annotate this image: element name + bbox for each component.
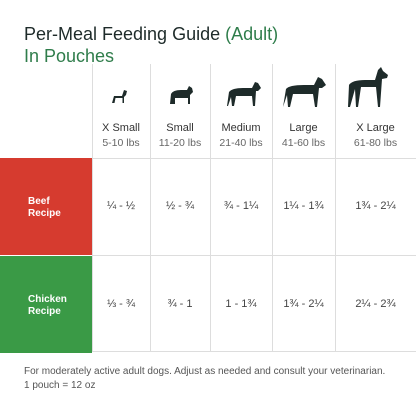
dog-icon — [348, 67, 388, 107]
title-main: Per-Meal Feeding Guide — [24, 24, 221, 44]
cell-value: 1¾ - 2¼ — [283, 298, 324, 310]
cell-value: ¾ - 1¼ — [223, 200, 259, 212]
column-name: Large — [289, 122, 318, 134]
row-label: Beef Recipe — [0, 158, 92, 255]
dog-icon — [283, 77, 326, 107]
column-weight: 5-10 lbs — [102, 137, 140, 149]
cell-value: ¼ - ½ — [106, 200, 136, 212]
column-weight: 21-40 lbs — [219, 137, 263, 149]
cell-value: ¾ - 1 — [167, 298, 193, 310]
footnote: For moderately active adult dogs. Adjust… — [24, 366, 386, 377]
grid-line — [92, 158, 416, 159]
grid-line — [92, 255, 416, 256]
column-name: X Large — [356, 122, 395, 134]
column-weight: 41-60 lbs — [281, 137, 326, 149]
grid-line — [92, 64, 93, 352]
dog-icons — [112, 67, 388, 107]
footnote: 1 pouch = 12 oz — [24, 380, 96, 391]
grid-line — [335, 64, 336, 352]
column-name: Medium — [221, 122, 261, 134]
cell-value: 1¾ - 2¼ — [355, 200, 396, 212]
row-label: Chicken Recipe — [0, 256, 92, 353]
column-weight: 61-80 lbs — [353, 137, 398, 149]
title-qualifier: (Adult) — [225, 24, 279, 44]
grid-line — [272, 64, 273, 352]
cell-value: 1 - 1¾ — [225, 298, 257, 310]
cell-value: ⅓ - ¾ — [106, 298, 136, 310]
cell-value: ½ - ¾ — [165, 200, 195, 212]
column-name: X Small — [102, 122, 140, 134]
title: Per-Meal Feeding Guide (Adult) — [24, 24, 278, 45]
grid-line — [92, 351, 416, 352]
cell-value: 1¼ - 1¾ — [283, 200, 324, 212]
grid-line — [210, 64, 211, 352]
column-name: Small — [166, 122, 194, 134]
cell-value: 2¼ - 2¾ — [355, 298, 396, 310]
grid-line — [150, 64, 151, 352]
subtitle: In Pouches — [24, 46, 115, 66]
dog-icon — [227, 82, 261, 106]
column-weight: 11-20 lbs — [158, 137, 202, 149]
dog-icon — [170, 86, 193, 104]
dog-icon — [112, 90, 127, 103]
